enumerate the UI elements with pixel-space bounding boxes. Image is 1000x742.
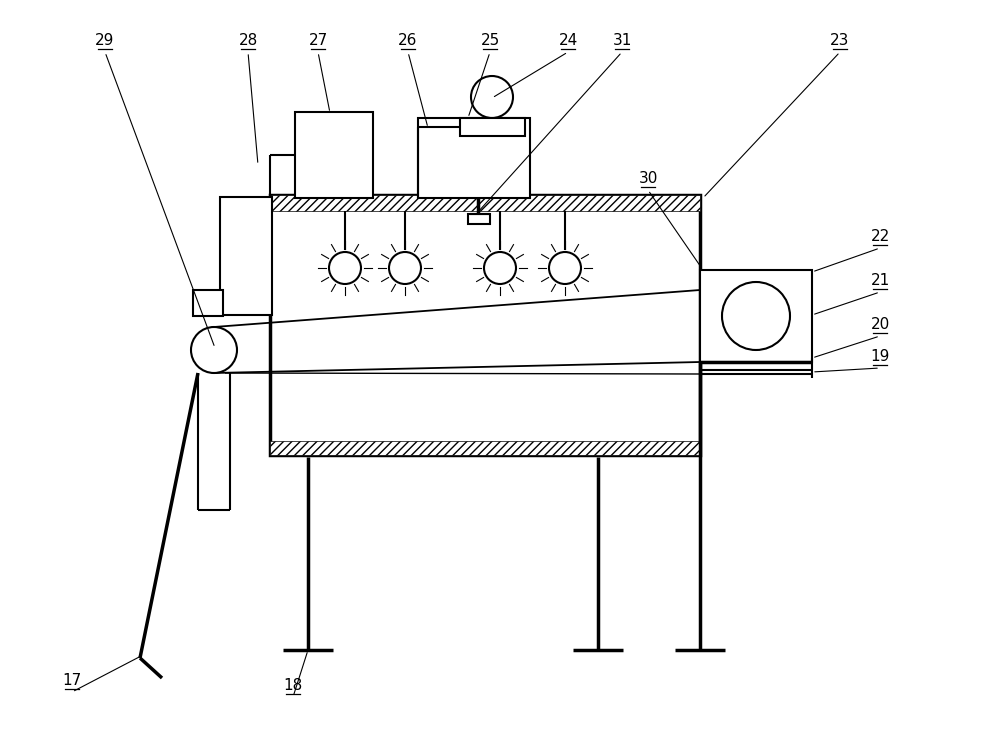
Bar [270, 195, 700, 211]
Circle shape [722, 282, 790, 350]
Text: 19: 19 [870, 349, 890, 364]
Bar [700, 270, 812, 362]
Text: 26: 26 [398, 33, 418, 48]
Bar [270, 195, 700, 455]
Circle shape [329, 252, 361, 284]
Circle shape [484, 252, 516, 284]
Bar [460, 118, 525, 136]
Text: 31: 31 [612, 33, 632, 48]
Text: 28: 28 [238, 33, 258, 48]
Text: 22: 22 [870, 229, 890, 244]
Text: 30: 30 [638, 171, 658, 186]
Bar [270, 441, 700, 455]
Text: 25: 25 [480, 33, 500, 48]
Bar [295, 112, 373, 198]
Text: 24: 24 [558, 33, 578, 48]
Bar [193, 290, 223, 316]
Text: 17: 17 [62, 673, 82, 688]
Text: 29: 29 [95, 33, 115, 48]
Bar [468, 214, 490, 224]
Circle shape [549, 252, 581, 284]
Text: 20: 20 [870, 317, 890, 332]
Text: 23: 23 [830, 33, 850, 48]
Text: 21: 21 [870, 273, 890, 288]
Circle shape [471, 76, 513, 118]
Bar [220, 197, 272, 315]
Text: 27: 27 [308, 33, 328, 48]
Bar [418, 118, 530, 198]
Circle shape [389, 252, 421, 284]
Text: 18: 18 [283, 678, 303, 693]
Circle shape [191, 327, 237, 373]
